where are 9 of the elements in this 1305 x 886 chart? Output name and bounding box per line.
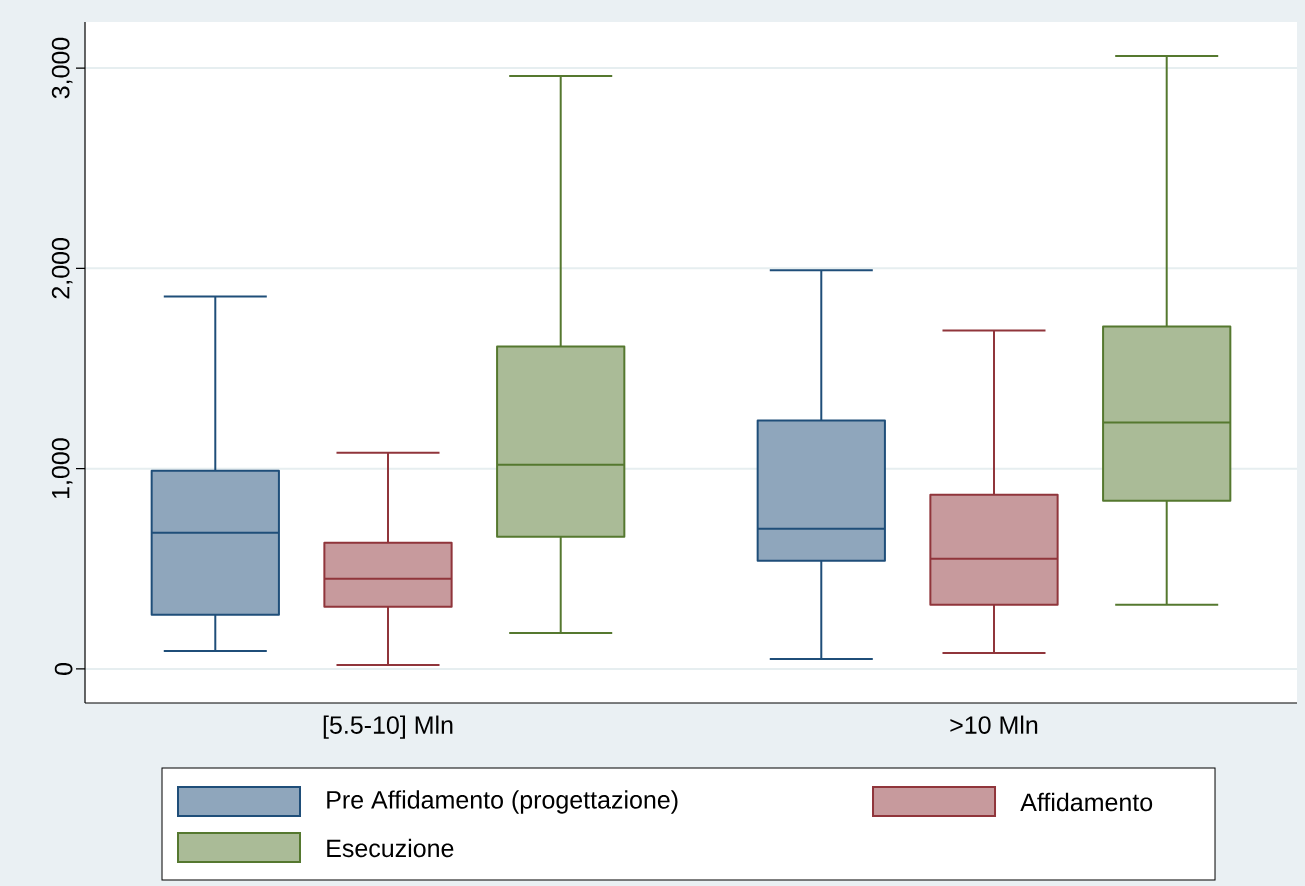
x-tick-label: >10 Mln: [950, 715, 1038, 734]
y-tick-label: 1,000: [51, 438, 73, 499]
x-tick-label: [5.5-10] Mln: [323, 715, 453, 739]
y-tick-label: 2,000: [51, 238, 73, 299]
legend-label: Affidamento: [1020, 792, 1153, 812]
legend-label: Pre Affidamento (progettazione): [327, 790, 678, 814]
legend-label: Esecuzione: [327, 838, 454, 858]
y-tick-label: 3,000: [51, 37, 73, 99]
y-tick-label: 0: [54, 662, 73, 675]
